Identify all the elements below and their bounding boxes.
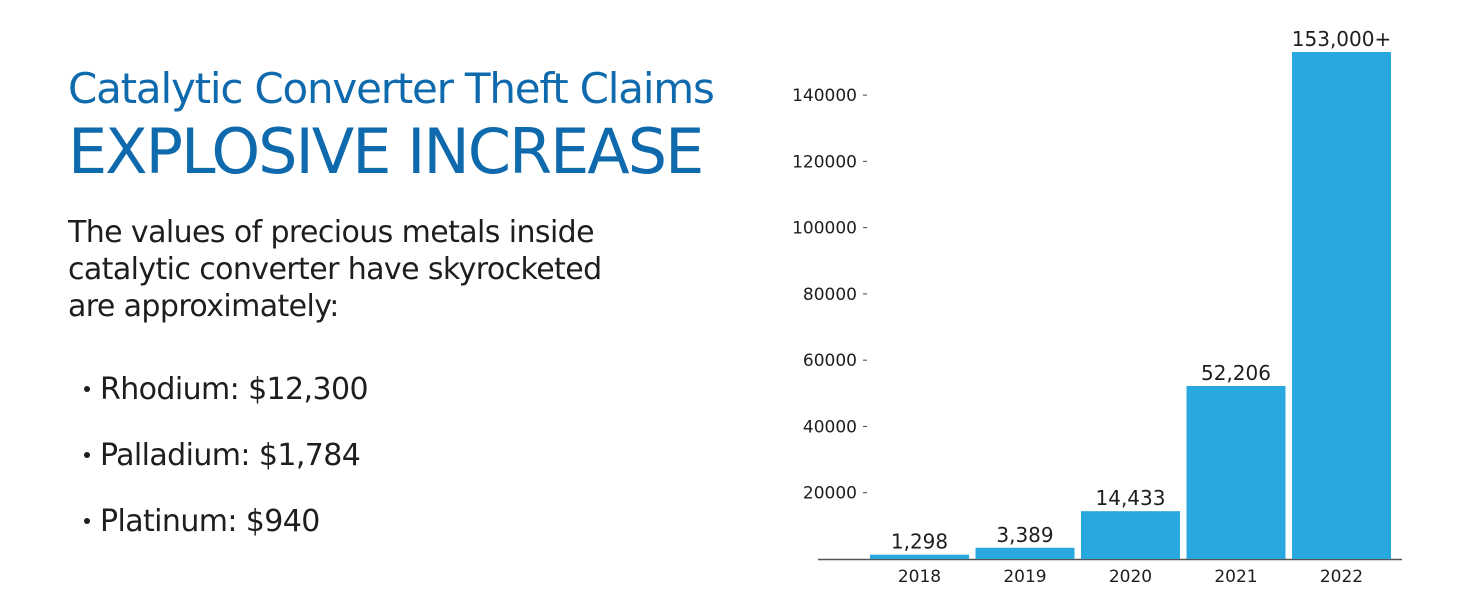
metal-item-rhodium: Rhodium: $12,300: [68, 356, 369, 422]
y-tick-label: 120000: [792, 152, 857, 172]
y-tick-label: 140000: [792, 86, 857, 106]
metal-label: Platinum: $940: [100, 503, 320, 539]
metal-item-platinum: Platinum: $940: [68, 488, 368, 554]
y-tick-label: 40000: [803, 417, 857, 437]
data-label: 52,206: [1201, 361, 1271, 385]
intro-text: The values of precious metals inside cat…: [68, 215, 602, 324]
metal-item-palladium: Palladium: $1,784: [68, 422, 368, 488]
bar-2019: [975, 547, 1075, 559]
data-label: 14,433: [1096, 486, 1166, 510]
metal-label: Rhodium: $12,300: [100, 371, 369, 407]
bar-2022: [1292, 52, 1391, 559]
metal-price-list: Rhodium: $12,300 Palladium: $1,784 Plati…: [68, 356, 369, 554]
x-tick-label: 2021: [1214, 567, 1257, 587]
y-tick-label: 20000: [803, 484, 857, 504]
metal-label: Palladium: $1,784: [100, 437, 361, 473]
bullet-icon: [84, 386, 90, 392]
page-title: Catalytic Converter Theft Claims: [68, 64, 715, 113]
bullet-icon: [84, 518, 90, 524]
data-label: 3,389: [996, 523, 1053, 547]
x-tick-label: 2019: [1003, 567, 1046, 587]
x-tick-label: 2022: [1320, 567, 1363, 587]
y-tick-label: 60000: [803, 351, 857, 371]
chart-svg: 20000 40000 60000 80000 100000 120000 140000 1,…: [792, 27, 1402, 587]
bar-2020: [1081, 511, 1180, 559]
text-panel: Catalytic Converter Theft Claims EXPLOSI…: [68, 64, 715, 554]
x-tick-label: 2018: [898, 567, 941, 587]
page-subtitle: EXPLOSIVE INCREASE: [68, 115, 704, 188]
bullet-icon: [84, 452, 90, 458]
y-tick-label: 100000: [792, 219, 857, 239]
bar-2021: [1186, 386, 1286, 559]
claims-bar-chart: 20000 40000 60000 80000 100000 120000 140000 1,…: [760, 0, 1464, 600]
data-label: 153,000+: [1292, 27, 1391, 51]
x-tick-label: 2020: [1109, 567, 1152, 587]
data-label: 1,298: [891, 530, 948, 554]
y-tick-label: 80000: [803, 285, 857, 305]
bar-2018: [870, 554, 969, 559]
